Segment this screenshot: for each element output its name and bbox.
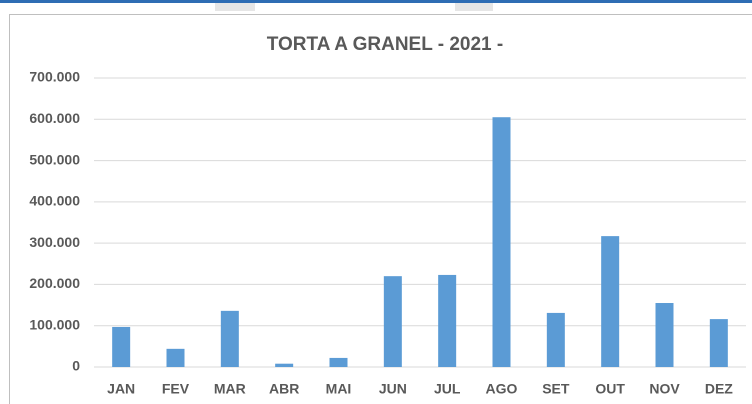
x-tick-label: ABR — [269, 381, 299, 397]
bar — [220, 310, 239, 367]
y-tick-label: 700.000 — [29, 69, 80, 85]
chart-frame — [9, 14, 752, 404]
x-tick-label: FEV — [162, 381, 190, 397]
chart-title: TORTA A GRANEL - 2021 - — [267, 34, 503, 55]
x-tick-label: SET — [542, 381, 570, 397]
bar — [546, 312, 565, 367]
y-tick-label: 0 — [72, 358, 80, 374]
bar — [438, 274, 457, 367]
bar — [166, 348, 185, 367]
y-tick-label: 600.000 — [29, 110, 80, 126]
x-tick-label: JUL — [434, 381, 461, 397]
y-tick-label: 100.000 — [29, 316, 80, 332]
y-tick-label: 200.000 — [29, 275, 80, 291]
bar — [329, 357, 348, 367]
bar — [112, 326, 131, 367]
bar — [275, 363, 294, 367]
bar — [492, 117, 511, 367]
x-tick-label: NOV — [649, 381, 680, 397]
bar — [601, 236, 620, 367]
x-tick-label: JUN — [379, 381, 407, 397]
x-tick-label: AGO — [486, 381, 518, 397]
x-tick-label: OUT — [595, 381, 625, 397]
tab-shadow — [455, 3, 493, 11]
tab-shadow — [215, 3, 255, 11]
y-tick-label: 400.000 — [29, 193, 80, 209]
window-edge — [0, 0, 752, 3]
bar — [655, 303, 674, 367]
x-tick-label: MAR — [214, 381, 246, 397]
x-tick-label: DEZ — [705, 381, 733, 397]
y-tick-label: 300.000 — [29, 234, 80, 250]
x-tick-label: MAI — [326, 381, 352, 397]
bar — [709, 319, 728, 367]
x-tick-label: JAN — [107, 381, 135, 397]
bar — [383, 276, 402, 367]
y-tick-label: 500.000 — [29, 151, 80, 167]
